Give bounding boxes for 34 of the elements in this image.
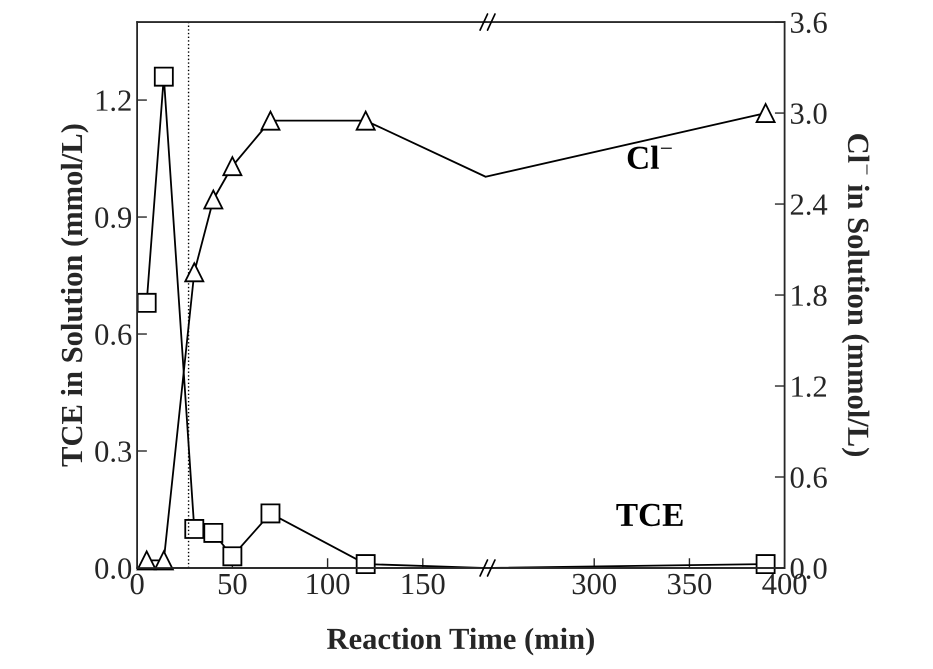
x-tick-label: 50 — [218, 574, 246, 594]
x-tick-label: 0 — [130, 574, 144, 594]
point — [203, 522, 224, 543]
y2-axis-title: Cl$^{−}$ in Solution (mmol/L) — [842, 134, 870, 456]
y-axis-title: TCE in Solution (mmol/L) — [60, 124, 89, 466]
point — [260, 110, 280, 131]
x-tick-label: 100 — [307, 574, 350, 594]
point — [154, 66, 174, 87]
x-tick-label: 350 — [668, 574, 712, 594]
y-tick-label: 0.6 — [95, 324, 132, 346]
point — [184, 262, 204, 282]
point — [203, 190, 224, 210]
point — [136, 292, 157, 313]
y2-tick-label: 0.6 — [790, 467, 827, 488]
x-axis-title: Reaction Time (min) — [327, 628, 594, 656]
point — [356, 554, 376, 574]
y2-tick-label: 1.2 — [792, 376, 826, 398]
x-tick-label: 150 — [402, 574, 445, 594]
y-tick-label: 0.3 — [95, 441, 132, 462]
x-tick-label: 300 — [572, 574, 616, 594]
y2-tick-label: 2.4 — [790, 194, 828, 216]
y2-tick-label: 3.6 — [790, 12, 827, 34]
series-label: Cl$^{−}$ — [628, 146, 672, 170]
point — [356, 110, 376, 131]
y2-tick-label: 3.0 — [790, 103, 827, 124]
y-tick-label: 0.9 — [95, 207, 132, 228]
y-tick-label: 0.0 — [95, 558, 132, 580]
y-tick-label: 1.2 — [96, 90, 131, 112]
point — [184, 519, 204, 539]
point — [222, 156, 242, 176]
point — [222, 546, 242, 566]
y2-tick-label: 1.8 — [792, 285, 827, 306]
point — [260, 503, 280, 524]
series-label: TCE — [616, 504, 683, 526]
